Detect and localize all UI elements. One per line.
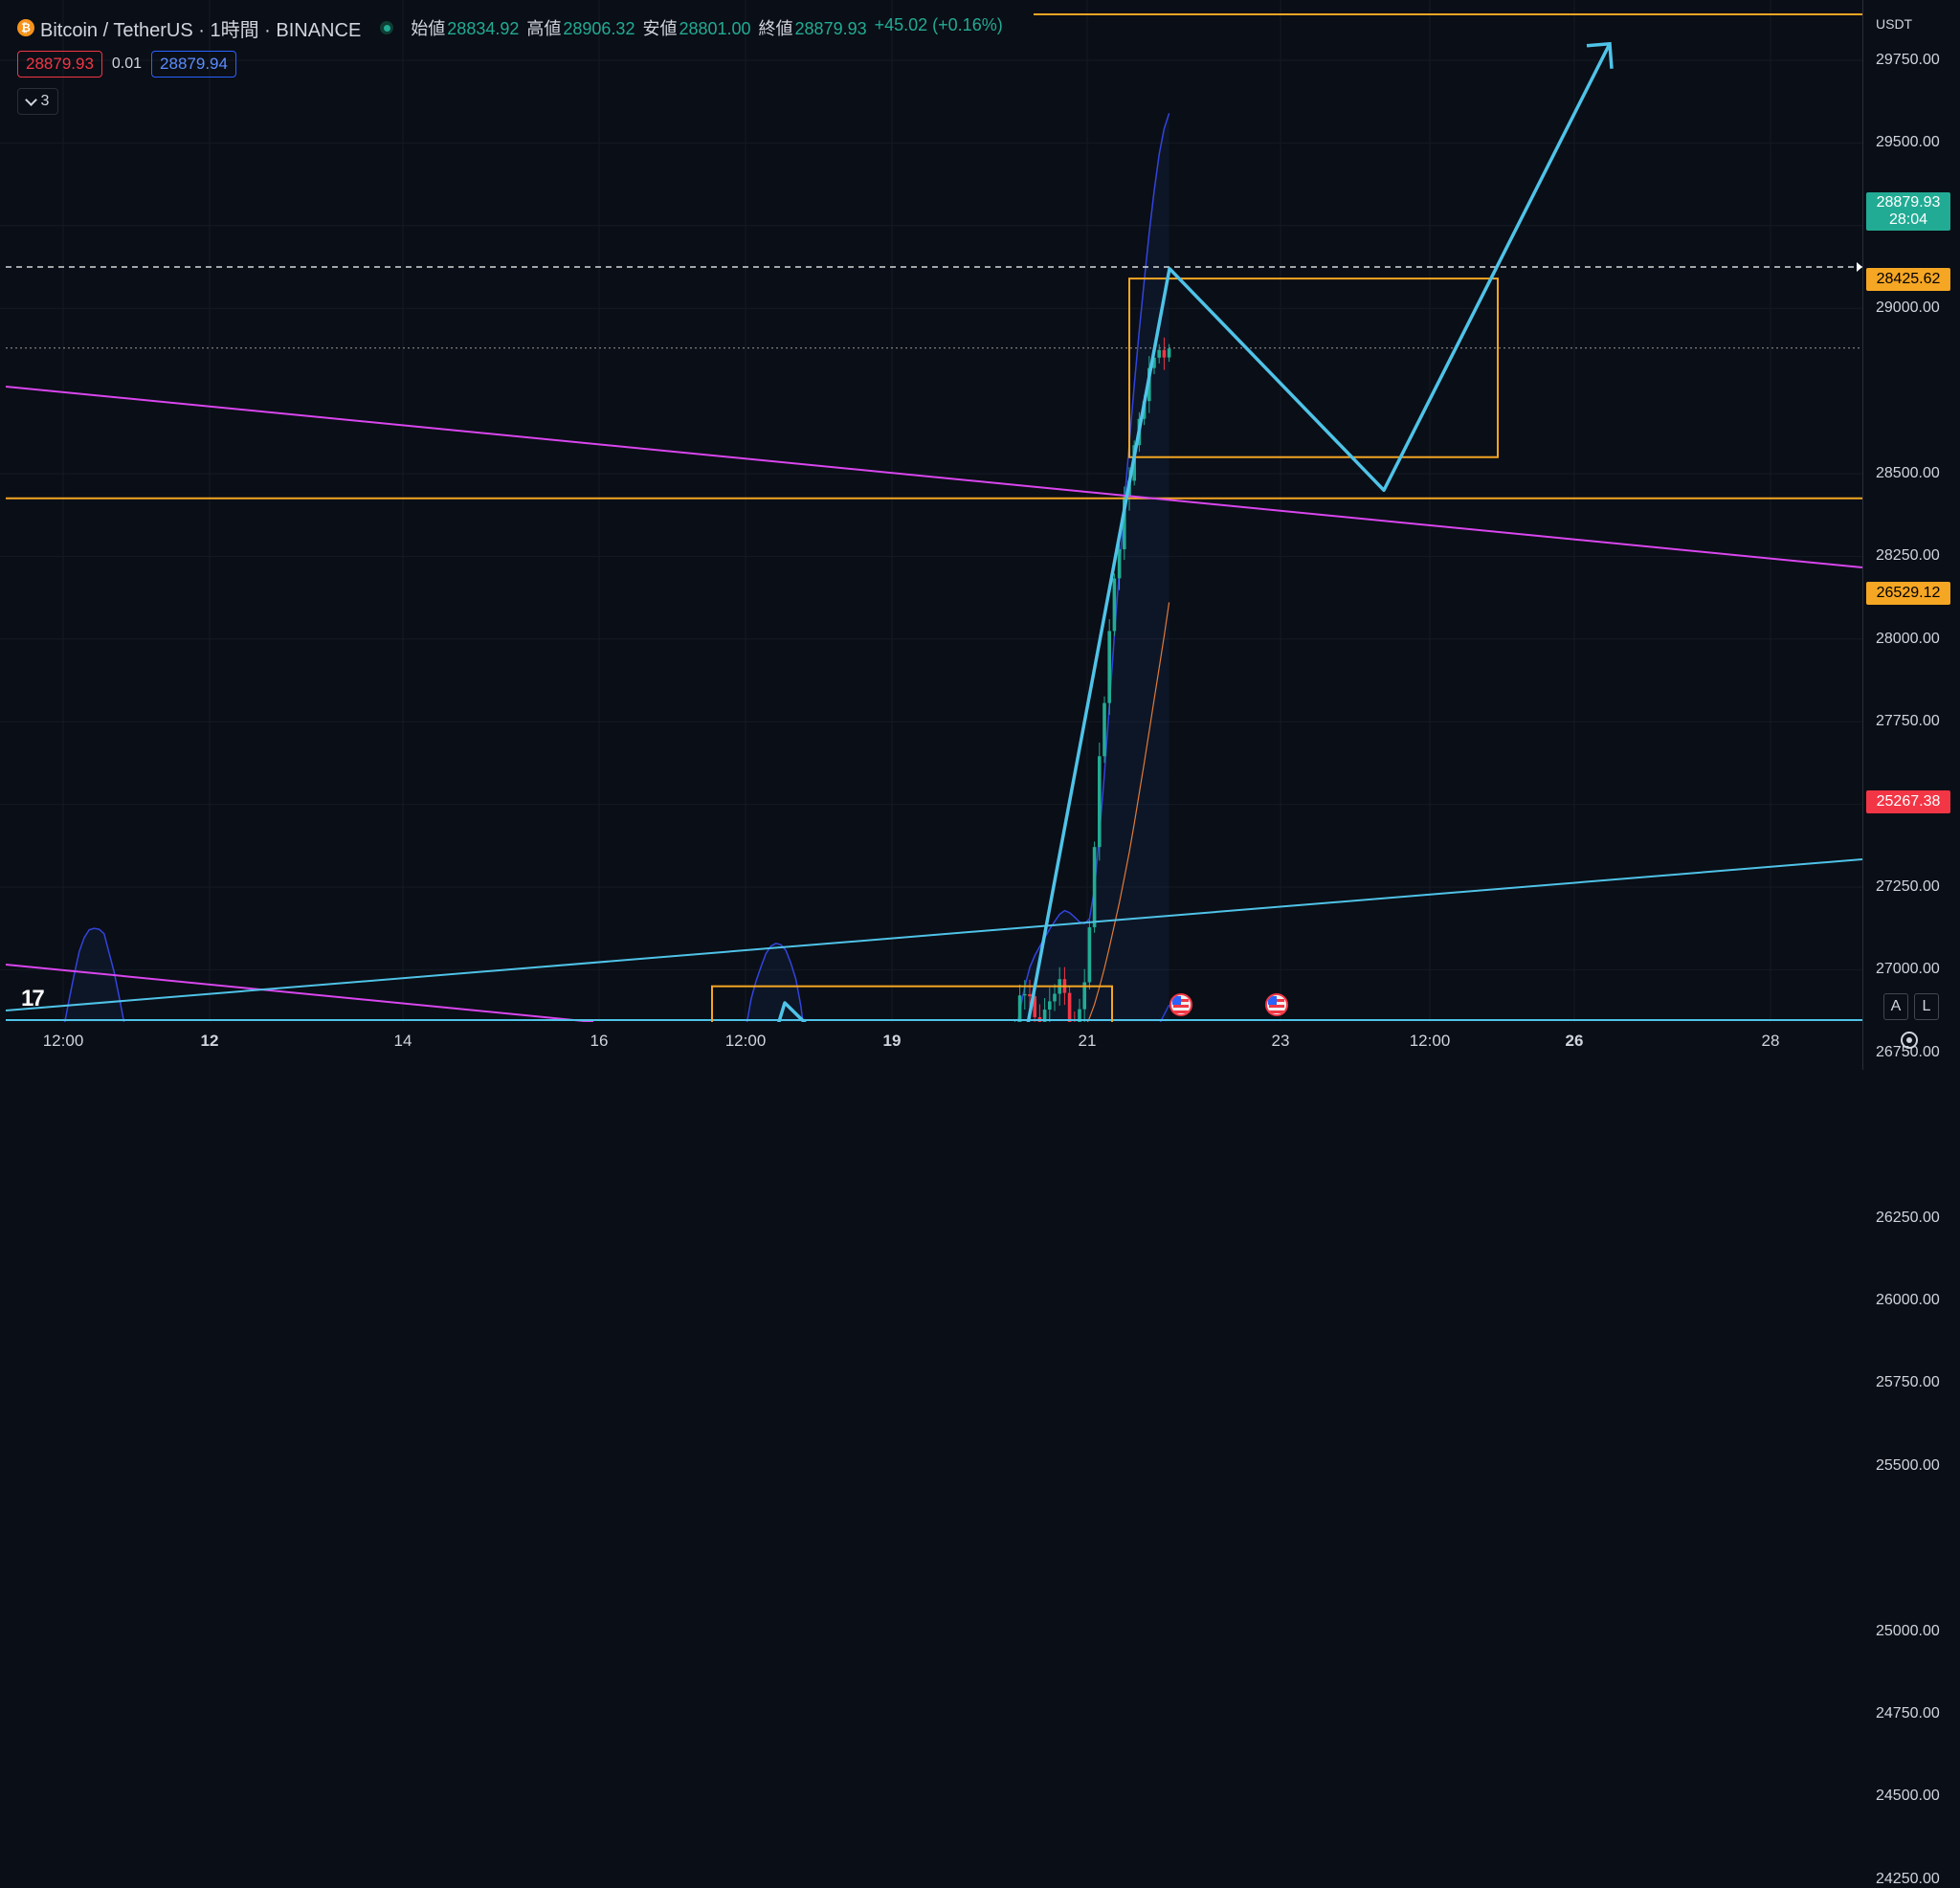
price-tick: 24750.00: [1876, 1705, 1940, 1721]
spread-value: 0.01: [111, 56, 143, 72]
indicator-count: 3: [40, 93, 50, 109]
price-tick: 26750.00: [1876, 1043, 1940, 1060]
log-scale-button[interactable]: L: [1914, 993, 1939, 1020]
price-tick: 25000.00: [1876, 1622, 1940, 1639]
price-tick: 28250.00: [1876, 547, 1940, 565]
close-value: 28879.93: [794, 19, 867, 38]
resistance-price-label: 28425.62: [1866, 268, 1950, 291]
red-level-price-label: 25267.38: [1866, 790, 1950, 813]
candle-body: [1117, 549, 1122, 579]
price-tick: 29500.00: [1876, 134, 1940, 151]
chevron-down-icon: [24, 93, 37, 106]
candle-body: [1053, 993, 1057, 1002]
price-tick: 27250.00: [1876, 878, 1940, 895]
price-tick: 24500.00: [1876, 1788, 1940, 1805]
candle-body: [1082, 982, 1086, 1010]
price-tick: 25500.00: [1876, 1456, 1940, 1474]
candle-body: [1023, 993, 1027, 996]
arrow-head: [1586, 41, 1614, 69]
price-tick: 27000.00: [1876, 961, 1940, 978]
time-tick: 12:00: [42, 1032, 84, 1050]
us-flag-event-icon[interactable]: [1265, 993, 1288, 1016]
open-value: 28834.92: [447, 19, 520, 38]
candle-body: [1033, 996, 1036, 1017]
chart-area[interactable]: [0, 0, 1960, 1070]
quote-panel: 28879.93 0.01 28879.94: [17, 51, 236, 78]
change-value: +45.02 (+0.16%): [874, 15, 1003, 34]
candle-body: [1042, 1010, 1047, 1022]
candle-body: [1098, 756, 1102, 848]
price-tick: 29000.00: [1876, 300, 1940, 317]
price-axis[interactable]: [1862, 0, 1960, 1070]
time-tick: 21: [1078, 1032, 1097, 1050]
symbol-legend: ₿ Bitcoin / TetherUS · 1時間 · BINANCE 始値 2…: [17, 13, 1003, 42]
time-tick: 19: [882, 1032, 902, 1050]
currency-selector[interactable]: USDT: [1876, 16, 1913, 32]
candle-body: [1107, 631, 1111, 703]
time-tick: 12: [200, 1032, 219, 1050]
candle-body: [1067, 992, 1072, 1022]
target-zone: [1128, 278, 1499, 458]
time-tick: 23: [1271, 1032, 1290, 1050]
us-flag-event-icon[interactable]: [1169, 993, 1192, 1016]
candle-body: [1092, 847, 1097, 928]
time-tick: 28: [1761, 1032, 1780, 1050]
time-tick: 12:00: [1409, 1032, 1451, 1050]
sell-button[interactable]: 28879.93: [17, 51, 102, 78]
candle-body: [1028, 993, 1032, 997]
bar-countdown: 28:04: [1888, 211, 1928, 228]
candle-body: [1157, 349, 1161, 358]
price-tick: 24250.00: [1876, 1870, 1940, 1887]
candle-body: [1078, 1009, 1081, 1022]
price-tick: 26250.00: [1876, 1209, 1940, 1226]
tradingview-logo[interactable]: 17: [21, 986, 45, 1011]
price-tick: 28500.00: [1876, 465, 1940, 481]
candle-body: [1112, 578, 1117, 632]
market-open-icon: [380, 21, 394, 34]
moving-average: [1086, 602, 1170, 1022]
descending-trendline: [5, 386, 1862, 568]
current-price-label: 28879.93 28:04: [1866, 192, 1950, 231]
time-tick: 26: [1565, 1032, 1584, 1050]
high-value: 28906.32: [563, 19, 635, 38]
time-tick: 14: [393, 1032, 412, 1050]
candle-body: [1087, 927, 1092, 983]
candle-body: [1152, 357, 1156, 368]
lower-descending-trendline: [5, 964, 594, 1022]
bollinger-fill: [64, 113, 1169, 1022]
low-value: 28801.00: [679, 19, 751, 38]
bitcoin-icon: ₿: [17, 19, 34, 36]
price-tick: 28000.00: [1876, 630, 1940, 647]
candle-body: [1162, 349, 1167, 358]
price-tick: 29750.00: [1876, 52, 1940, 68]
bollinger-upper: [63, 113, 1170, 1022]
support-price-label: 26529.12: [1866, 582, 1950, 605]
crosshair-marker: [1857, 262, 1862, 272]
consolidation-zone: [711, 985, 1113, 1022]
candle-body: [1017, 995, 1022, 1022]
candle-body: [1048, 1001, 1052, 1011]
time-tick: 12:00: [724, 1032, 767, 1050]
time-tick: 16: [590, 1032, 609, 1050]
price-tick: 26000.00: [1876, 1292, 1940, 1308]
price-tick: 27750.00: [1876, 713, 1940, 730]
candle-body: [1123, 497, 1126, 550]
auto-scale-button[interactable]: A: [1883, 993, 1908, 1020]
symbol-title[interactable]: Bitcoin / TetherUS · 1時間 · BINANCE: [40, 19, 362, 41]
candle-body: [1167, 348, 1171, 358]
indicators-toggle-button[interactable]: 3: [17, 88, 58, 115]
price-tick: 25750.00: [1876, 1374, 1940, 1391]
gear-icon[interactable]: [1901, 1032, 1918, 1049]
price-chart[interactable]: [0, 0, 1862, 1022]
buy-button[interactable]: 28879.94: [151, 51, 236, 78]
candle-body: [1102, 702, 1106, 757]
ascending-trendline: [5, 858, 1862, 1011]
ohlc-values: 始値 28834.92 高値 28906.32 安値 28801.00 終値 28879…: [411, 15, 1003, 38]
wave-projection-path: [777, 42, 1612, 1022]
